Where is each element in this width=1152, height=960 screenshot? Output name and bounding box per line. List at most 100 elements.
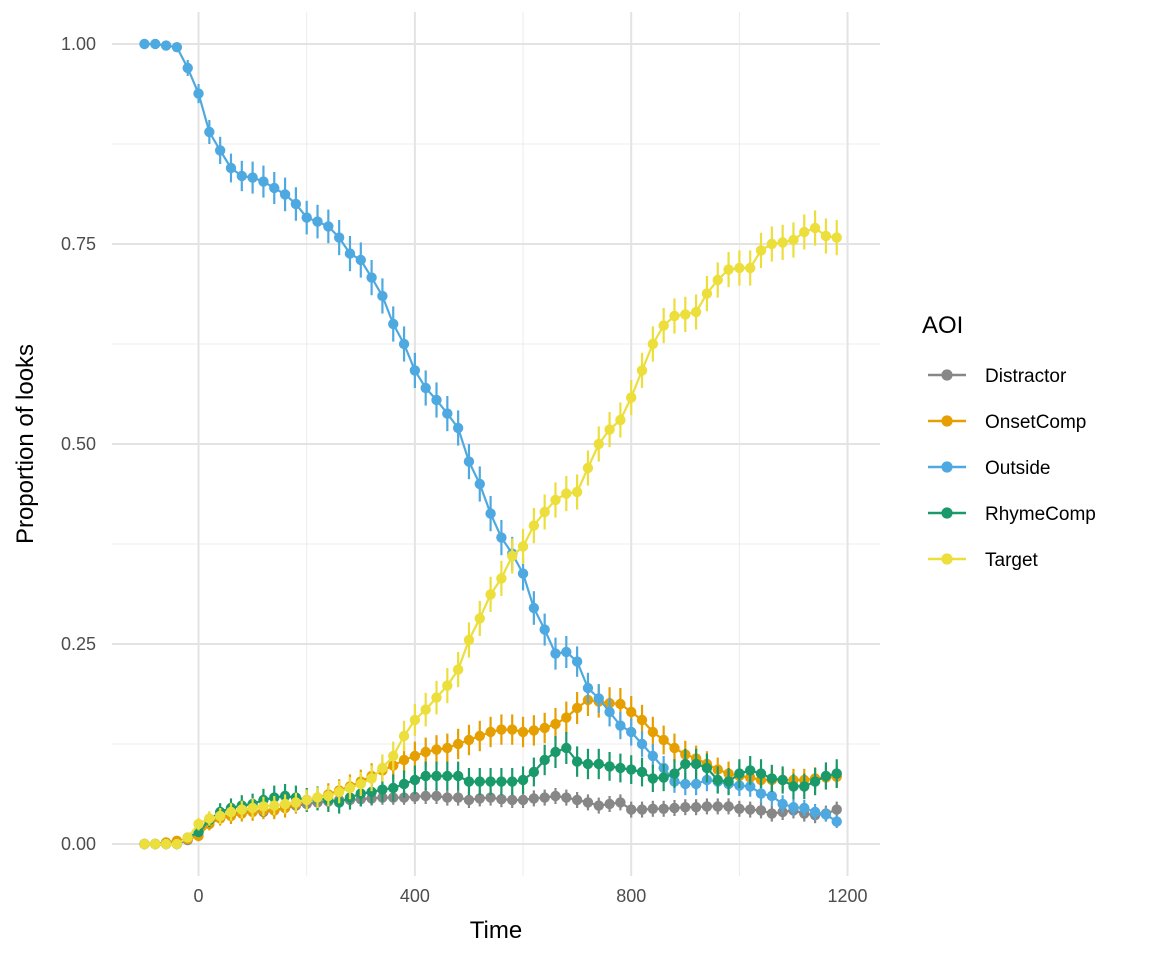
data-point <box>615 797 626 808</box>
y-tick-label: 0.75 <box>61 234 96 254</box>
legend-item-distractor: Distractor <box>928 366 1067 387</box>
data-point <box>571 794 583 806</box>
data-point <box>150 38 161 50</box>
legend-items: Distractor OnsetComp Outside RhymeComp Targe… <box>928 366 1096 571</box>
data-point <box>507 776 518 787</box>
data-point <box>539 722 550 734</box>
data-point <box>539 624 550 635</box>
data-point <box>463 794 475 806</box>
series-outside <box>139 38 842 828</box>
data-point <box>452 792 464 803</box>
data-point <box>636 766 648 778</box>
data-point <box>398 754 410 766</box>
series-onsetcomp <box>139 684 842 850</box>
data-point <box>820 809 832 820</box>
series-target <box>139 210 842 850</box>
data-point <box>355 778 366 790</box>
data-point <box>766 773 778 784</box>
data-point <box>496 532 507 543</box>
data-point <box>139 38 150 50</box>
data-point <box>593 438 604 450</box>
data-point <box>517 774 529 786</box>
data-point <box>463 634 475 646</box>
legend-item-target: Target <box>928 550 1039 571</box>
data-point <box>366 773 377 784</box>
data-point <box>452 422 464 434</box>
data-point <box>452 738 464 750</box>
data-point <box>636 738 648 750</box>
y-axis-ticks: 0.00 0.25 0.50 0.75 1.00 <box>61 34 96 854</box>
data-point <box>744 781 756 792</box>
data-point <box>809 222 821 234</box>
data-point <box>409 791 421 802</box>
data-point <box>150 838 161 850</box>
data-point <box>799 802 810 814</box>
legend-key-point <box>941 369 953 381</box>
data-point <box>258 176 269 187</box>
data-point <box>615 414 626 426</box>
data-point <box>788 234 799 246</box>
data-point <box>452 770 464 782</box>
legend-item-outside: Outside <box>928 458 1050 479</box>
data-point <box>182 832 193 843</box>
data-point <box>485 726 496 738</box>
data-point <box>615 698 626 710</box>
data-point <box>355 254 366 266</box>
data-point <box>160 40 172 51</box>
legend-label: Outside <box>985 458 1050 479</box>
data-point <box>193 826 204 838</box>
data-point <box>431 692 442 703</box>
data-point <box>442 742 453 754</box>
data-point <box>604 424 615 435</box>
data-point <box>571 702 583 714</box>
data-point <box>561 792 572 803</box>
data-point <box>550 718 561 730</box>
data-point <box>420 382 431 394</box>
data-point <box>658 803 669 814</box>
data-point <box>809 776 821 787</box>
series-distractor <box>139 788 842 850</box>
data-point <box>139 838 150 850</box>
data-point <box>398 778 410 790</box>
data-point <box>680 778 691 790</box>
data-point <box>799 226 810 238</box>
data-point <box>647 338 659 350</box>
data-point <box>409 714 421 726</box>
data-point <box>420 790 431 802</box>
data-point <box>377 784 388 795</box>
data-point <box>755 788 767 799</box>
y-tick-label: 0.50 <box>61 434 96 454</box>
data-point <box>561 488 572 499</box>
data-point <box>647 803 659 814</box>
data-point <box>604 761 615 772</box>
data-point <box>442 408 453 419</box>
data-point <box>333 232 345 243</box>
data-point <box>658 320 669 331</box>
data-point <box>517 726 529 738</box>
series-rhymecomp <box>139 732 842 850</box>
legend-label: OnsetComp <box>985 412 1086 433</box>
data-point <box>388 318 399 330</box>
data-point <box>517 541 529 552</box>
data-point <box>788 802 799 813</box>
data-point <box>744 765 756 776</box>
data-point <box>236 804 248 815</box>
data-point <box>474 613 485 624</box>
data-point <box>626 726 637 738</box>
data-point <box>496 794 507 805</box>
data-point <box>550 494 561 506</box>
data-point <box>171 838 183 850</box>
data-point <box>669 742 680 754</box>
x-tick-label: 0 <box>194 886 204 906</box>
legend-label: Distractor <box>985 366 1067 387</box>
data-point <box>301 794 312 806</box>
data-point <box>279 798 291 810</box>
data-point <box>615 762 626 774</box>
data-point <box>485 776 496 787</box>
data-point <box>204 126 215 138</box>
data-point <box>528 602 540 614</box>
data-point <box>225 162 237 174</box>
x-tick-label: 1200 <box>828 886 868 906</box>
data-point <box>539 506 550 518</box>
data-point <box>831 816 842 827</box>
